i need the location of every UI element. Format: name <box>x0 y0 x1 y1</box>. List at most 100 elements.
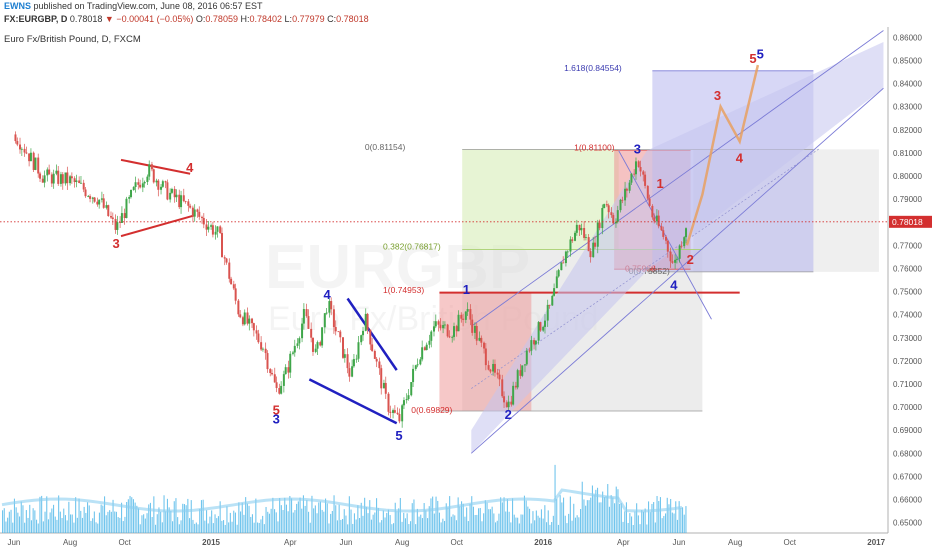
wave-label-4: 3 <box>273 412 280 427</box>
volume-bar <box>498 513 500 533</box>
volume-bar <box>234 512 236 533</box>
candle <box>23 148 26 153</box>
volume-bar <box>223 520 225 533</box>
y-tick-label-10: 0.76000 <box>893 264 922 273</box>
volume-bar <box>447 507 449 533</box>
volume-bar <box>12 522 14 533</box>
volume-bar <box>445 503 447 533</box>
volume-average <box>1 488 683 513</box>
volume-bar <box>231 521 233 533</box>
volume-bar <box>401 521 403 533</box>
volume-bar <box>574 517 576 533</box>
volume-bar <box>139 524 141 533</box>
volume-bar <box>30 520 32 533</box>
candle <box>412 368 415 383</box>
volume-bar <box>566 523 568 533</box>
candle <box>539 322 542 331</box>
volume-bar <box>98 512 100 533</box>
candle <box>89 196 92 199</box>
volume-bar <box>370 519 372 533</box>
volume-bar <box>63 508 65 533</box>
volume-bar <box>319 501 321 533</box>
volume-bar <box>459 506 461 533</box>
volume-bar <box>80 510 82 533</box>
candle <box>75 180 78 183</box>
candle <box>510 401 513 405</box>
candle <box>410 382 413 396</box>
candle <box>59 174 62 184</box>
candle <box>248 318 251 324</box>
volume-bar <box>66 520 68 533</box>
candle <box>639 166 642 172</box>
volume-bar <box>7 517 9 533</box>
volume-bar <box>228 522 230 533</box>
volume-bar <box>632 524 634 533</box>
candle <box>289 353 292 373</box>
candle <box>46 169 49 176</box>
candle <box>48 169 51 175</box>
wave-label-3: 5 <box>273 402 280 417</box>
candle <box>291 352 294 354</box>
volume-bar <box>336 520 338 533</box>
candle <box>434 321 437 327</box>
candle <box>184 200 187 202</box>
candle <box>555 276 558 289</box>
candle <box>191 207 194 217</box>
candle <box>557 270 560 277</box>
volume-bar <box>272 497 274 533</box>
candle <box>496 372 499 375</box>
candle <box>28 153 31 162</box>
candle <box>66 172 69 184</box>
candle <box>169 192 172 200</box>
candle <box>543 320 546 327</box>
candle <box>642 171 645 175</box>
volume-bar <box>172 521 174 533</box>
candle <box>578 224 581 231</box>
volume-bar <box>546 522 548 533</box>
volume-bar <box>663 515 665 533</box>
volume-bar <box>641 510 643 533</box>
volume-bar <box>666 497 668 533</box>
volume-bar <box>24 522 26 533</box>
candle <box>355 358 358 360</box>
volume-bar <box>100 504 102 533</box>
volume-bar <box>568 513 570 533</box>
volume-bar <box>207 523 209 533</box>
candle <box>364 313 367 331</box>
candle <box>432 326 435 332</box>
volume-bar <box>41 495 43 533</box>
candle <box>505 402 508 408</box>
volume-bar <box>556 498 558 533</box>
candle <box>469 309 472 320</box>
volume-bar <box>112 499 114 533</box>
candle <box>325 312 328 314</box>
volume-bar <box>29 504 31 533</box>
candle <box>210 225 213 227</box>
volume-bar <box>435 496 437 533</box>
volume-bar <box>165 511 167 533</box>
volume-bar <box>461 501 463 533</box>
volume-bar <box>214 514 216 533</box>
candle <box>173 188 176 198</box>
volume-bar <box>364 497 366 533</box>
volume-bar <box>291 498 293 533</box>
candle <box>79 182 82 184</box>
volume-bar <box>571 520 573 533</box>
volume-bar <box>348 496 350 533</box>
candle <box>314 348 317 352</box>
candle <box>243 312 246 325</box>
x-tick-label-4: Apr <box>284 538 297 547</box>
volume-bar <box>483 513 485 533</box>
volume-bar <box>304 505 306 533</box>
volume-bar <box>117 517 119 533</box>
symbol-label[interactable]: FX:EURGBP, D <box>4 14 68 24</box>
brand-name[interactable]: EWNS <box>4 1 31 11</box>
candle <box>346 354 349 369</box>
volume-bar <box>452 514 454 533</box>
candle <box>392 410 395 413</box>
volume-bar <box>170 510 172 533</box>
volume-bar <box>333 495 335 533</box>
candle <box>393 410 396 413</box>
volume-bar <box>5 521 7 533</box>
volume-bar <box>455 520 457 533</box>
